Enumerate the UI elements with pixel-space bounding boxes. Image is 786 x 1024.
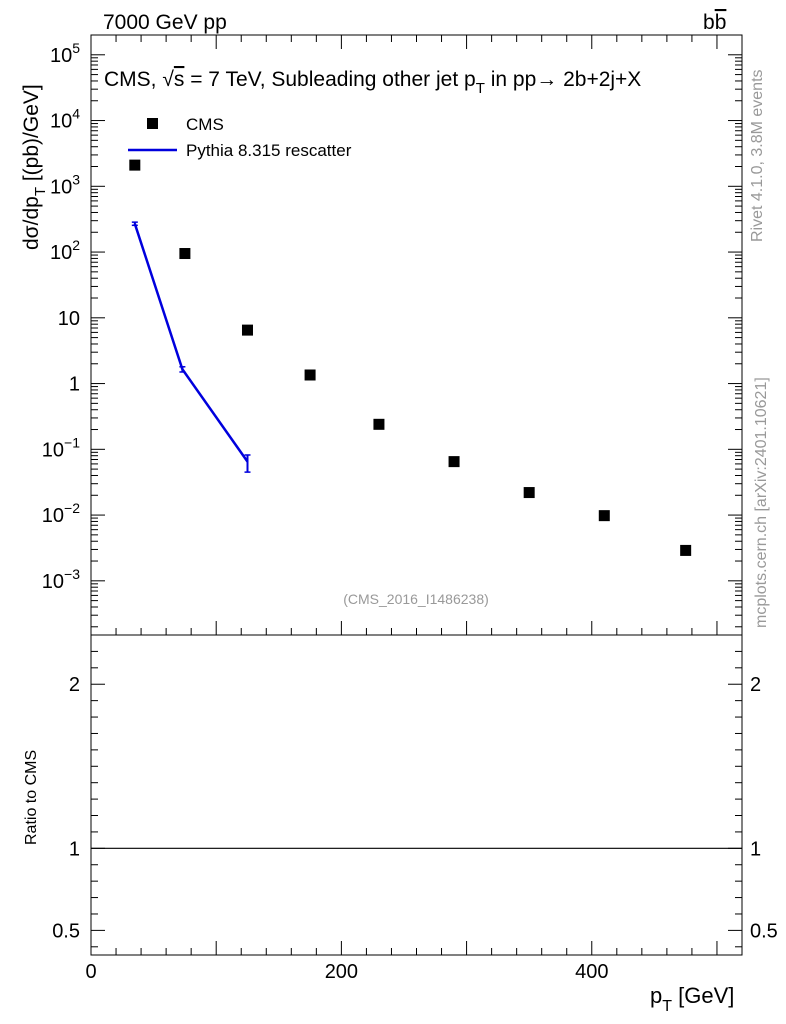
cms-data-point	[179, 248, 191, 260]
cms-data-point	[523, 487, 535, 499]
ratio-panel-frame	[90, 634, 743, 956]
cms-data-point	[304, 369, 316, 381]
pythia-series	[131, 221, 251, 473]
y-tick-label: 104	[50, 106, 80, 133]
main-y-axis-label: dσ/dpT [(pb)/GeV]	[20, 84, 49, 250]
analysis-watermark: (CMS_2016_I1486238)	[343, 591, 489, 607]
header-process-bar: b	[715, 11, 727, 34]
x-axis-label: pT [GeV]	[650, 983, 734, 1015]
legend-pythia-label: Pythia 8.315 rescatter	[186, 141, 352, 160]
y-tick-label: 103	[50, 171, 80, 198]
cms-series	[129, 159, 692, 556]
ratio-tick-label-left: 0.5	[52, 920, 80, 942]
legend-cms-label: CMS	[186, 115, 224, 134]
y-tick-label: 10−3	[42, 566, 80, 593]
x-tick-label: 200	[325, 961, 358, 983]
header-energy-label: 7000 GeV pp	[103, 11, 227, 34]
y-tick-label: 10	[58, 308, 80, 330]
ratio-tick-label-left: 2	[69, 674, 80, 696]
header-process-label: bb	[703, 11, 726, 34]
cms-data-point	[241, 324, 253, 336]
ratio-y-axis-label: Ratio to CMS	[23, 750, 40, 845]
x-tick-label: 400	[575, 961, 608, 983]
x-tick-label: 0	[85, 961, 96, 983]
cms-data-point	[598, 510, 610, 522]
ratio-axis-ticks: 0.5 0.5 1 1 2 2	[52, 650, 778, 948]
y-tick-label: 1	[69, 374, 80, 396]
cms-data-point	[448, 456, 460, 468]
source-label: mcplots.cern.ch [arXiv:2401.10621]	[753, 377, 770, 628]
cms-data-point	[129, 159, 141, 171]
rivet-version-label: Rivet 4.1.0, 3.8M events	[749, 69, 766, 242]
y-tick-label: 102	[50, 237, 80, 264]
ratio-tick-label-left: 1	[69, 838, 80, 860]
ratio-tick-label-right: 1	[750, 838, 761, 860]
y-tick-label: 10−2	[42, 500, 80, 527]
pythia-line	[133, 223, 249, 463]
y-tick-label: 105	[50, 40, 80, 67]
cms-data-point	[373, 418, 385, 430]
y-tick-label: 10−1	[42, 434, 80, 461]
ratio-tick-label-right: 0.5	[750, 920, 778, 942]
cms-data-point	[680, 544, 692, 556]
legend-cms-marker	[147, 118, 158, 129]
ratio-tick-label-right: 2	[750, 674, 761, 696]
main-plot-title: CMS, √s = 7 TeV, Subleading other jet pT…	[104, 68, 641, 97]
